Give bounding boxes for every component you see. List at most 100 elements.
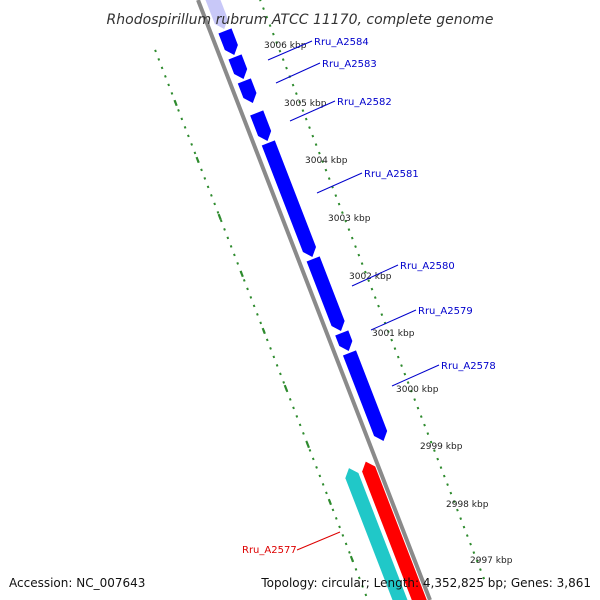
gene-label[interactable]: Rru_A2582 [337, 97, 392, 108]
tick-dot [423, 423, 426, 427]
gene-label-leader [370, 309, 417, 331]
tick-dot [321, 483, 325, 486]
genome-backbone [196, 0, 432, 600]
tick-dot [213, 202, 216, 206]
tick-dot [311, 134, 315, 138]
kbp-tick-label: 3000 kbp [396, 385, 439, 395]
tick-dot [396, 355, 400, 359]
tick-dot [170, 92, 174, 95]
tick-dot [380, 313, 384, 316]
kbp-tick-label: 3004 kbp [305, 156, 348, 166]
tick-dot [167, 83, 170, 87]
gene-arrow-forward [335, 330, 353, 351]
tick-dot [446, 483, 449, 486]
tick-dot [291, 83, 295, 87]
tick-dot [229, 245, 233, 248]
tick-dot [164, 75, 167, 78]
tick-dot [331, 508, 335, 512]
tick-dot [160, 66, 164, 70]
tick-dot [442, 474, 446, 478]
gene-arrow-forward [342, 350, 388, 441]
tick-dot [393, 347, 397, 350]
tick-dot [344, 542, 348, 546]
tick-dot [367, 279, 371, 282]
tick-dot [259, 321, 263, 325]
tick-dot [265, 15, 269, 19]
tick-dot [364, 270, 367, 274]
tick-dot [459, 517, 463, 520]
gene-label[interactable]: Rru_A2580 [400, 261, 455, 272]
gene-label[interactable]: Rru_A2579 [418, 306, 473, 317]
tick-dot [390, 338, 394, 342]
tick-dot [338, 525, 341, 529]
tick-dot [252, 304, 256, 308]
gene-label[interactable]: Rru_A2581 [364, 169, 419, 180]
gene-arrow-faded [205, 0, 228, 29]
tick-dot [295, 415, 299, 418]
tick-dot [187, 134, 190, 138]
gene-label-leader [391, 364, 440, 387]
major-tick-dash [173, 99, 178, 107]
gene-label[interactable]: Rru_A2578 [441, 361, 496, 372]
tick-dot [190, 143, 193, 146]
gene-label-leader [316, 172, 363, 194]
gene-features [205, 0, 427, 600]
tick-dot [304, 117, 308, 121]
tick-dot [265, 338, 269, 342]
kbp-tick-label: 3005 kbp [284, 99, 327, 109]
tick-dot [177, 109, 180, 112]
kbp-tick-label: 2997 kbp [470, 556, 513, 566]
major-tick-dash [195, 156, 200, 164]
tick-dot [327, 177, 331, 180]
tick-dot [449, 491, 453, 495]
gene-label-leader [267, 40, 313, 61]
tick-dot [341, 211, 344, 214]
tick-dot [315, 466, 318, 469]
tick-dot [311, 457, 315, 461]
kbp-tick-label: 3001 kbp [372, 329, 415, 339]
tick-dot [281, 58, 285, 61]
tick-dot [377, 304, 380, 308]
tick-dot [406, 381, 410, 384]
major-tick-dash [305, 441, 310, 449]
tick-dot [426, 432, 430, 435]
tick-dot [180, 117, 184, 121]
tick-dot [210, 194, 213, 197]
tick-dot [279, 372, 282, 376]
gene-arrow-forward [250, 110, 272, 141]
tick-dot [256, 313, 259, 316]
tick-dot [219, 219, 223, 223]
kbp-tick-label: 2999 kbp [420, 442, 463, 452]
tick-dot [465, 534, 469, 537]
major-tick-dash [327, 498, 332, 506]
tick-dot [193, 151, 197, 155]
gene-label[interactable]: Rru_A2577 [242, 545, 297, 556]
tick-dot [288, 398, 292, 401]
tick-dot [469, 542, 472, 546]
tick-dot [233, 253, 236, 257]
tick-dot [295, 92, 298, 95]
gene-label[interactable]: Rru_A2583 [322, 59, 377, 70]
tick-dot [292, 406, 295, 410]
tick-dot [482, 576, 486, 580]
gene-arrow-forward [306, 256, 345, 331]
tick-dot [334, 517, 338, 520]
tick-dot [275, 41, 278, 44]
gene-labels: Rru_A2584 Rru_A2583 Rru_A2582 Rru_A2581 Rru_… [242, 37, 496, 556]
gene-label[interactable]: Rru_A2584 [314, 37, 369, 48]
tick-dot [249, 296, 253, 299]
tick-dot [236, 262, 239, 265]
tick-dot [268, 24, 272, 27]
gene-arrow-forward [237, 78, 257, 103]
tick-dot [416, 406, 420, 410]
tick-dot [200, 168, 203, 172]
tick-dot [278, 49, 282, 53]
tick-dot [354, 568, 358, 571]
tick-dot [242, 279, 246, 282]
tick-dot [203, 177, 207, 180]
tick-dot [360, 262, 364, 265]
kbp-ticks: 3006 kbp 3005 kbp 3004 kbp 3003 kbp 3002 kbp… [264, 41, 513, 566]
accession-text: Accession: NC_007643 [9, 576, 145, 590]
major-tick-dash [239, 270, 244, 278]
